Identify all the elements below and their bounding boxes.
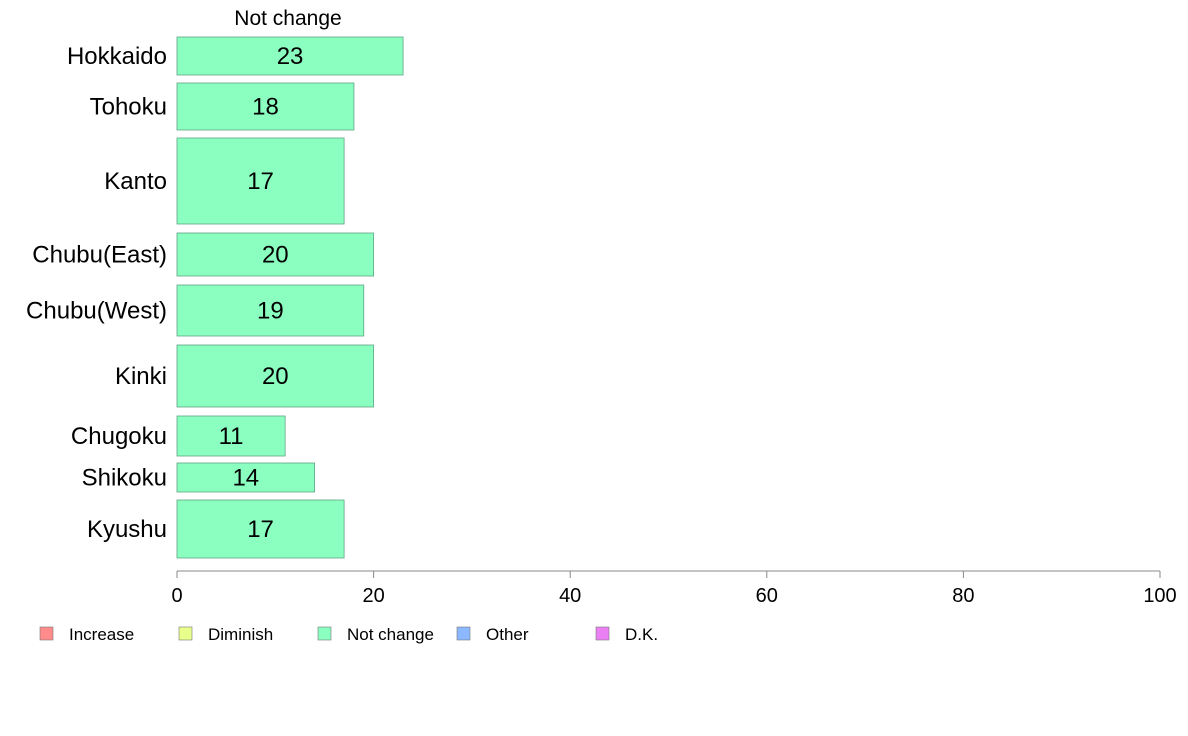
data-label: 19 xyxy=(257,298,284,325)
x-tick-label: 20 xyxy=(362,585,384,607)
x-tick-label: 40 xyxy=(559,585,581,607)
panel-title: Not change xyxy=(234,7,341,30)
bar xyxy=(176,284,365,337)
legend-swatch xyxy=(39,626,54,641)
bar xyxy=(176,137,345,225)
legend-swatch xyxy=(317,626,332,641)
x-tick-label: 0 xyxy=(171,585,182,607)
data-label: 17 xyxy=(247,516,274,543)
x-tick-label: 80 xyxy=(952,585,974,607)
legend-swatch xyxy=(595,626,610,641)
bars-layer: Hokkaido 23 Tohoku 18 Kanto 17 Chubu(East) 20 Ch… xyxy=(26,36,404,559)
category-label: Shikoku xyxy=(82,465,167,492)
legend: Increase Diminish Not change Other D.K. xyxy=(39,625,658,644)
category-label: Kyushu xyxy=(87,516,167,543)
legend-swatch xyxy=(456,626,471,641)
category-label: Chugoku xyxy=(71,423,167,450)
bar xyxy=(176,462,316,493)
data-label: 20 xyxy=(262,363,289,390)
bar xyxy=(176,344,375,408)
bar xyxy=(176,499,345,559)
category-label: Chubu(West) xyxy=(26,298,167,325)
bar xyxy=(176,82,355,131)
category-label: Kinki xyxy=(115,363,167,390)
data-label: 18 xyxy=(252,94,279,121)
data-label: 14 xyxy=(232,465,259,492)
data-label: 23 xyxy=(277,43,304,70)
bar xyxy=(176,232,375,277)
x-tick-label: 100 xyxy=(1143,585,1176,607)
bar xyxy=(176,415,286,457)
category-label: Kanto xyxy=(104,168,167,195)
legend-swatch xyxy=(178,626,193,641)
category-label: Hokkaido xyxy=(67,43,167,70)
x-tick-label: 60 xyxy=(756,585,778,607)
x-axis: 0 20 40 60 80 100 xyxy=(171,570,1177,607)
category-label: Chubu(East) xyxy=(32,242,167,269)
legend-label: Other xyxy=(486,625,529,644)
data-label: 11 xyxy=(219,423,244,450)
data-label: 20 xyxy=(262,242,289,269)
category-label: Tohoku xyxy=(90,94,167,121)
legend-label: D.K. xyxy=(625,625,658,644)
bar xyxy=(176,36,404,76)
legend-label: Diminish xyxy=(208,625,273,644)
legend-label: Not change xyxy=(347,625,434,644)
legend-label: Increase xyxy=(69,625,134,644)
data-label: 17 xyxy=(247,168,274,195)
